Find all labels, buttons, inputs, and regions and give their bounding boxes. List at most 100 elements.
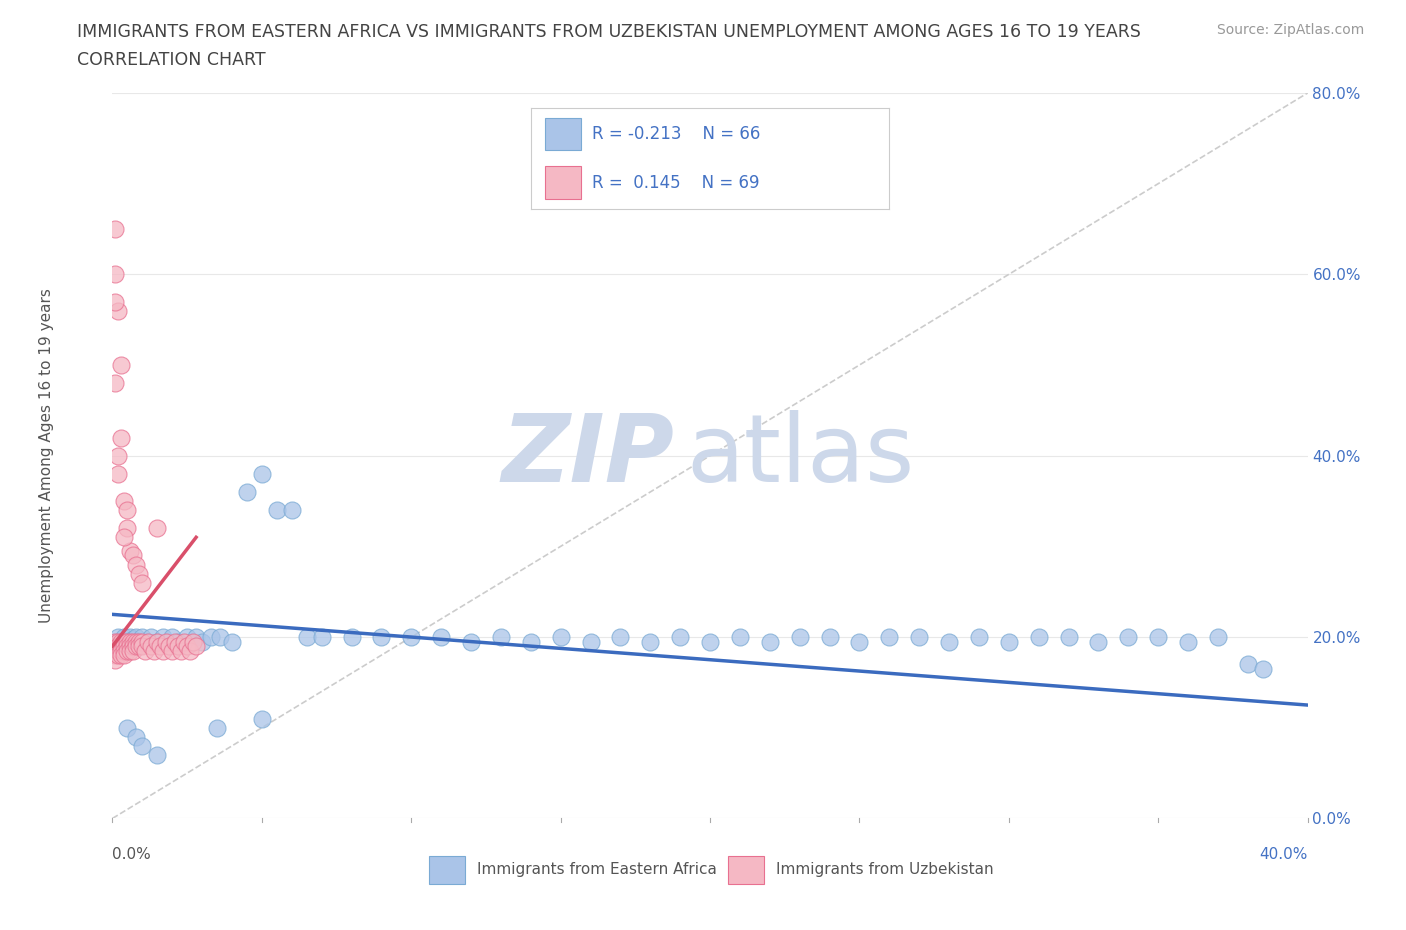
Point: [460, 634, 482, 649]
Point: [759, 634, 782, 649]
Point: [131, 639, 153, 654]
Point: [104, 221, 127, 236]
Point: [848, 634, 870, 649]
Point: [155, 634, 177, 649]
Point: [114, 630, 135, 644]
Point: [430, 630, 453, 644]
Point: [104, 648, 127, 663]
Point: [176, 630, 198, 644]
Point: [167, 634, 190, 649]
Point: [104, 376, 127, 391]
Point: [146, 521, 169, 536]
Point: [157, 639, 180, 654]
Point: [117, 502, 139, 517]
Point: [266, 502, 288, 517]
Point: [162, 630, 183, 644]
Point: [699, 634, 721, 649]
Point: [311, 630, 333, 644]
Point: [340, 630, 363, 644]
Point: [107, 303, 129, 318]
Point: [131, 634, 153, 649]
Point: [117, 720, 139, 735]
Point: [131, 738, 153, 753]
Point: [104, 634, 127, 649]
Point: [489, 630, 512, 644]
Point: [107, 630, 129, 644]
Point: [1206, 630, 1229, 644]
Point: [281, 502, 304, 517]
Point: [117, 634, 139, 649]
Point: [938, 634, 960, 649]
Text: CORRELATION CHART: CORRELATION CHART: [77, 51, 266, 69]
Point: [579, 634, 602, 649]
Point: [128, 634, 150, 649]
Point: [128, 566, 150, 581]
Point: [1028, 630, 1050, 644]
Point: [908, 630, 931, 644]
Point: [789, 630, 811, 644]
Point: [125, 639, 148, 654]
Point: [1251, 661, 1274, 676]
Point: [114, 648, 135, 663]
Point: [176, 639, 198, 654]
Point: [110, 644, 132, 658]
Point: [250, 467, 273, 482]
Point: [114, 639, 135, 654]
Text: Immigrants from Eastern Africa: Immigrants from Eastern Africa: [591, 862, 830, 877]
Point: [152, 630, 174, 644]
Point: [120, 543, 142, 558]
Point: [131, 575, 153, 591]
Point: [117, 639, 139, 654]
Point: [117, 644, 139, 658]
Point: [125, 630, 148, 644]
Point: [110, 634, 132, 649]
Text: ZIP: ZIP: [502, 410, 675, 501]
Point: [1177, 634, 1199, 649]
Point: [520, 634, 543, 649]
Text: 40.0%: 40.0%: [1260, 847, 1308, 862]
Point: [104, 644, 127, 658]
Point: [120, 644, 142, 658]
Point: [640, 634, 662, 649]
Point: [609, 630, 631, 644]
Point: [125, 557, 148, 572]
Point: [107, 639, 129, 654]
Point: [1237, 657, 1260, 671]
Point: [104, 652, 127, 667]
Point: [104, 634, 127, 649]
Point: [110, 358, 132, 373]
Point: [146, 748, 169, 763]
Point: [110, 639, 132, 654]
Point: [141, 630, 163, 644]
Point: [107, 648, 129, 663]
Point: [179, 644, 201, 658]
Point: [107, 644, 129, 658]
Point: [125, 634, 148, 649]
Point: [122, 548, 145, 563]
Point: [143, 644, 166, 658]
Point: [104, 267, 127, 282]
Text: IMMIGRANTS FROM EASTERN AFRICA VS IMMIGRANTS FROM UZBEKISTAN UNEMPLOYMENT AMONG : IMMIGRANTS FROM EASTERN AFRICA VS IMMIGR…: [77, 23, 1142, 41]
Point: [167, 639, 190, 654]
Point: [173, 634, 195, 649]
Point: [146, 634, 169, 649]
Point: [818, 630, 841, 644]
Point: [107, 634, 129, 649]
Point: [110, 430, 132, 445]
Point: [134, 644, 156, 658]
Point: [205, 720, 228, 735]
Point: [120, 639, 142, 654]
Point: [181, 634, 204, 649]
Point: [998, 634, 1021, 649]
Point: [128, 634, 150, 649]
Text: Unemployment Among Ages 16 to 19 years: Unemployment Among Ages 16 to 19 years: [39, 288, 55, 623]
Text: atlas: atlas: [686, 410, 914, 501]
Point: [186, 639, 208, 654]
Point: [1118, 630, 1140, 644]
Point: [114, 530, 135, 545]
Point: [191, 634, 214, 649]
Point: [125, 729, 148, 744]
Point: [107, 467, 129, 482]
Point: [110, 634, 132, 649]
Point: [162, 644, 183, 658]
